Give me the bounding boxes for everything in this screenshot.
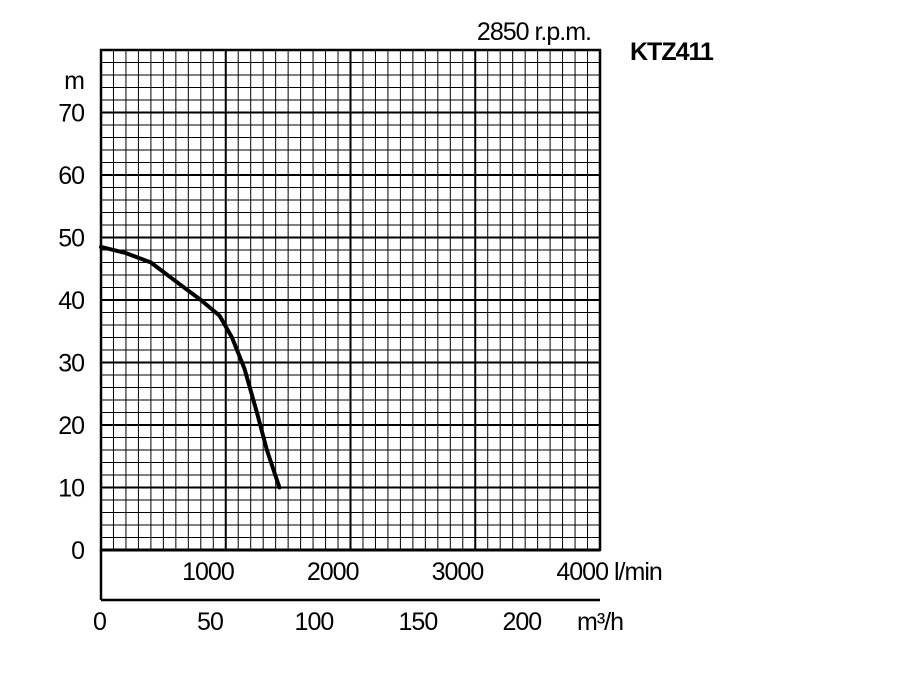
x-tick-label: 3000 xyxy=(432,558,484,586)
y-axis-label: m xyxy=(64,67,84,95)
x2-tick-label: 100 xyxy=(295,608,334,636)
y-tick-label: 60 xyxy=(58,162,84,190)
x2-tick-label: 200 xyxy=(502,608,541,636)
y-tick-label: 70 xyxy=(58,100,84,128)
y-tick-label: 0 xyxy=(71,537,84,565)
label-layer: 0 10 20 30 40 50 60 70 m 1000 2000 3000 4000 l/min 0 50… xyxy=(58,18,715,636)
x2-tick-label: 50 xyxy=(197,608,223,636)
x2-tick-label: 0 xyxy=(93,608,106,636)
y-tick-label: 30 xyxy=(58,350,84,378)
series-line-0 xyxy=(99,244,282,490)
y-tick-label: 50 xyxy=(58,225,84,253)
y-tick-label: 40 xyxy=(58,287,84,315)
y-tick-label: 10 xyxy=(58,475,84,503)
x2-tick-label: 150 xyxy=(399,608,438,636)
x-tick-label: 2000 xyxy=(307,558,359,586)
x2-axis-label: m³/h xyxy=(577,608,623,636)
curve-layer xyxy=(99,244,282,490)
x-tick-label: 1000 xyxy=(182,558,234,586)
x-axis-label: l/min xyxy=(614,558,662,586)
chart-frame xyxy=(99,48,602,602)
y-tick-label: 20 xyxy=(58,412,84,440)
x-tick-label: 4000 xyxy=(556,558,608,586)
chart-subtitle: 2850 r.p.m. xyxy=(477,18,591,46)
chart-title: KTZ411 xyxy=(630,38,714,66)
